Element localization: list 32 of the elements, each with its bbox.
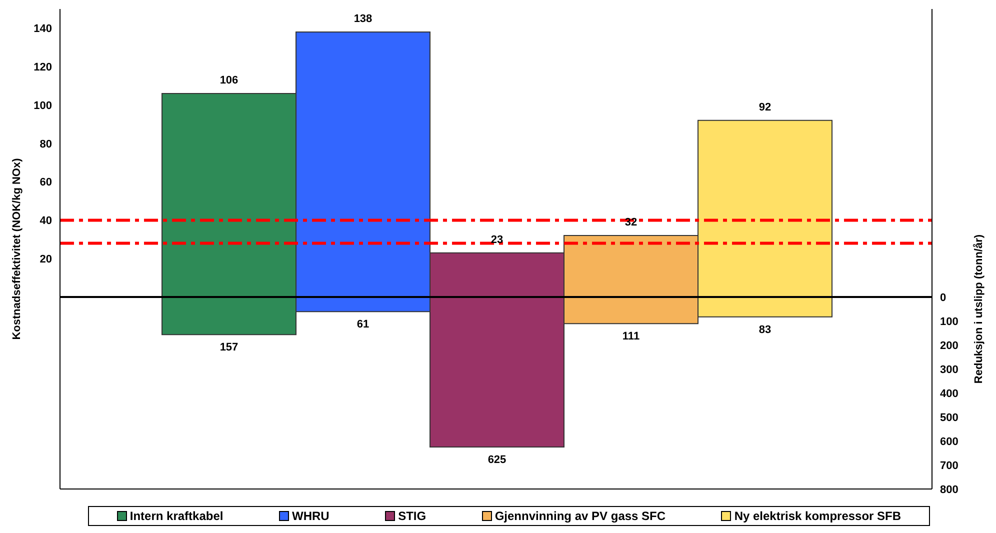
y-tick-label: 120 bbox=[34, 62, 52, 74]
legend-label: STIG bbox=[397, 509, 426, 523]
legend-label: WHRU bbox=[291, 509, 330, 523]
legend-label: Intern kraftkabel bbox=[128, 509, 224, 523]
y2-tick-label: 700 bbox=[940, 460, 958, 472]
y-tick-label: 20 bbox=[40, 254, 52, 266]
y-axis-title: Kostnadseffektivitet (NOK/kg NOx) bbox=[10, 158, 23, 340]
data-label: 138 bbox=[354, 13, 372, 26]
data-label: 111 bbox=[622, 330, 640, 343]
data-label: 92 bbox=[758, 101, 772, 114]
y-tick-label: 140 bbox=[34, 23, 52, 36]
y2-tick-label: 400 bbox=[940, 388, 958, 400]
data-label: 157 bbox=[220, 342, 238, 354]
y2-tick-label: 600 bbox=[940, 436, 958, 448]
y2-axis-title: Reduksjon i utslipp (tonn/år) bbox=[972, 234, 985, 384]
y2-tick-label: 800 bbox=[940, 484, 958, 496]
y2-tick-label: 200 bbox=[940, 340, 958, 352]
data-label: 83 bbox=[758, 324, 772, 336]
y2-tick-label: 0 bbox=[940, 292, 946, 304]
data-label: 61 bbox=[356, 318, 370, 331]
y-tick-label: 80 bbox=[40, 138, 52, 150]
data-label: 23 bbox=[490, 234, 504, 246]
y2-tick-label: 500 bbox=[940, 412, 958, 424]
y2-tick-label: 100 bbox=[940, 316, 958, 328]
data-label: 625 bbox=[488, 454, 506, 466]
y2-tick-label: 300 bbox=[940, 364, 958, 376]
y-tick-label: 40 bbox=[40, 215, 52, 228]
y-tick-label: 100 bbox=[34, 100, 52, 112]
y-tick-label: 60 bbox=[40, 176, 52, 189]
legend-label: Gjennvinning av PV gass SFC bbox=[494, 509, 666, 523]
data-label: 106 bbox=[220, 74, 238, 86]
legend-label: Ny elektrisk kompressor SFB bbox=[733, 509, 902, 523]
